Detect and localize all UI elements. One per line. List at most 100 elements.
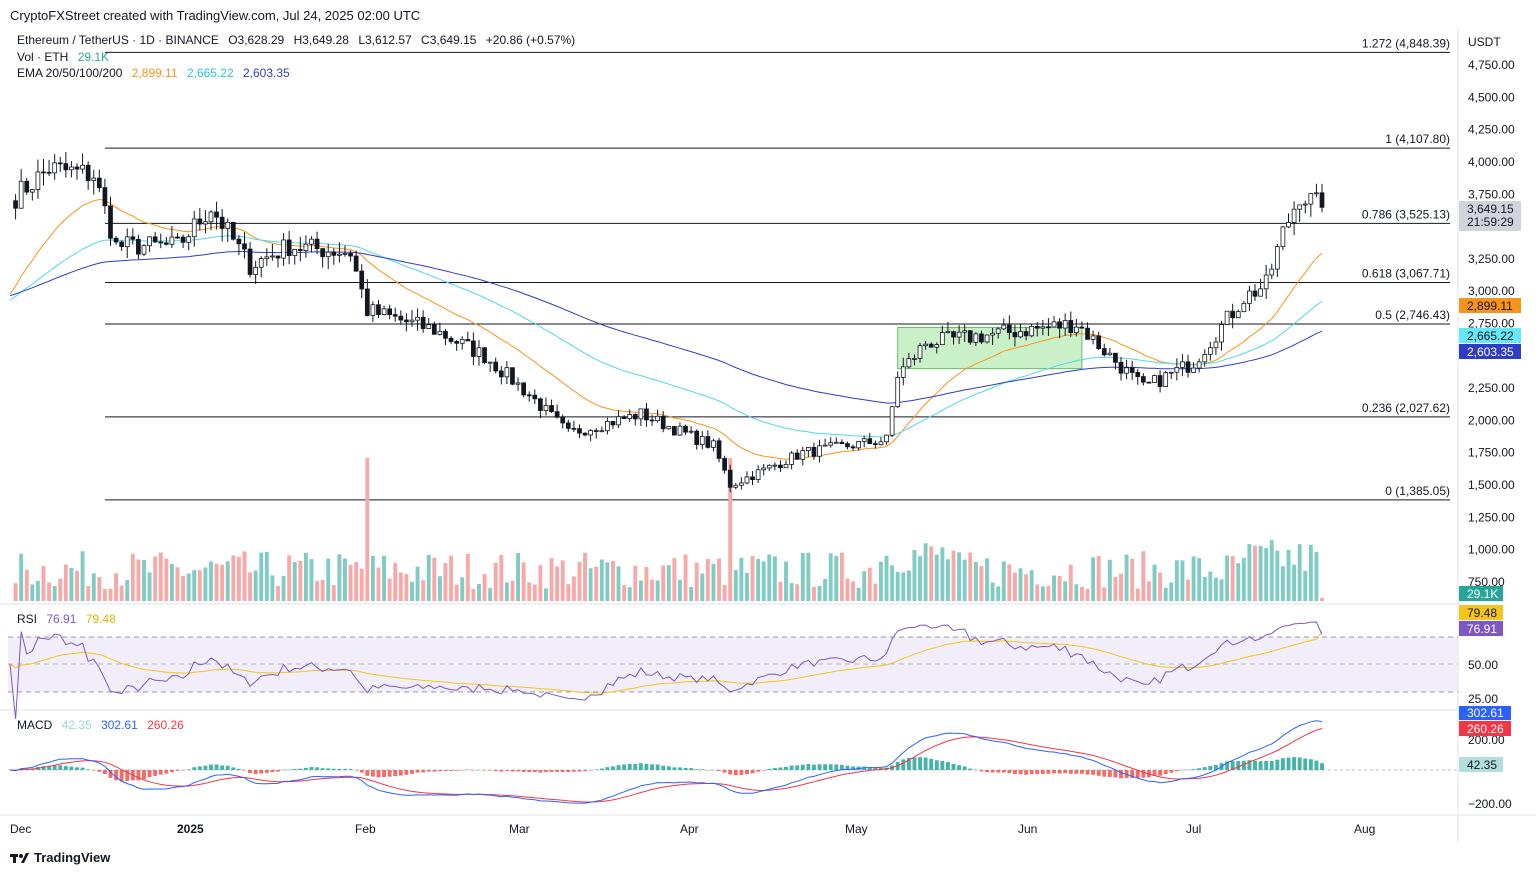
macd-hist-bar [1213,765,1218,770]
macd-hist-bar [1119,770,1123,779]
volume-bar [130,553,135,601]
candle-up [409,319,415,323]
macd-line-tag: 302.61 [1459,706,1511,720]
volume-bar [192,570,197,601]
volume-bar [169,563,174,601]
macd-hist-bar [605,767,610,770]
consolidation-box[interactable] [897,326,1083,370]
candle-up [1124,367,1129,374]
volume-bar [1230,555,1235,601]
macd-hist-bar [638,763,643,770]
volume-bar [354,561,359,601]
rsi-legend[interactable]: RSI 76.91 79.48 [17,612,122,626]
candle-up [208,211,214,223]
macd-hist-bar [119,770,124,782]
macd-hist-tag-value: 42.35 [1467,758,1497,772]
candle-down [1113,352,1118,363]
candle-up [381,308,387,315]
volume-bar [1057,575,1062,601]
macd-legend[interactable]: MACD 42.35 302.61 260.26 [17,718,190,732]
volume-bar [69,567,74,601]
candle-up [69,166,74,171]
macd-hist-bar [1258,761,1263,770]
candle-up [1235,311,1241,319]
candle-up [962,330,968,333]
volume-bar [125,580,130,601]
macd-hist-bar [164,770,169,774]
candle-up [487,361,493,364]
volume-bar [1158,572,1163,601]
macd-hist-bar [236,768,241,770]
candle-down [214,211,219,218]
candle-down [705,436,711,448]
macd-signal-tag: 260.26 [1459,721,1511,736]
candle-down [465,338,471,342]
volume-bar [52,586,57,601]
candle-up [789,452,794,465]
rsi-tick-50: 50.00 [1468,658,1498,672]
macd-hist-bar [1303,758,1308,770]
candle-down [359,270,365,290]
volume-bar [1091,557,1096,601]
macd-hist-bar [1180,769,1185,771]
macd-hist-bar [1079,770,1084,774]
volume-bar [583,552,588,601]
candle-down [24,180,30,193]
macd-hist-bar [493,770,498,772]
macd-hist-bar [845,765,850,770]
candle-up [616,416,621,426]
macd-hist-bar [1269,760,1274,770]
candle-down [348,253,353,257]
macd-hist-bar [315,767,320,770]
macd-hist-bar [41,766,46,770]
macd-hist-bar [421,770,426,773]
macd-hist-bar [1074,770,1079,774]
macd-hist-bar [209,764,213,770]
macd-hist-bar [962,766,967,770]
volume-bar [638,580,643,601]
macd-hist-bar [47,766,52,770]
volume-bar [1236,563,1241,601]
volume-bar [1152,564,1157,601]
candle-down [979,333,984,343]
macd-hist-bar [599,768,604,770]
candle-down [794,452,800,460]
candle-down [577,428,582,434]
macd-hist-bar [326,768,331,770]
ema-legend[interactable]: EMA 20/50/100/200 2,899.11 2,665.22 2,60… [17,66,296,80]
macd-hist-bar [1035,770,1040,775]
ema20-tag-value: 2,899.11 [1467,299,1513,313]
candle-down [716,440,722,459]
candle-up [739,482,744,486]
macd-hist-bar [772,767,777,770]
candle-down [1068,320,1074,334]
volume-bar [281,575,286,601]
rsi-ma-tag-bg [1459,605,1503,620]
candle-up [1191,367,1196,373]
time-axis[interactable]: Dec 2025 Feb Mar Apr May Jun Jul Aug [10,822,1375,836]
fib-label: 0 (1,385.05) [1385,484,1450,498]
candle-down [510,367,515,385]
symbol-name[interactable]: Ethereum / TetherUS · 1D · BINANCE [17,33,219,47]
candle-down [482,347,487,364]
macd-hist-bar [75,767,79,770]
candle-down [1118,361,1124,374]
volume-bar [142,559,146,601]
price-axis-ticks[interactable]: 4,750.00 4,500.00 4,250.00 4,000.00 3,750.00… [1468,58,1515,589]
volume-legend[interactable]: Vol · ETH 29.1K [17,50,115,64]
candle-down [554,411,560,418]
price-tick-label: 1,000.00 [1468,543,1515,557]
volume-bar [605,562,610,601]
candle-up [677,425,683,436]
candle-down [331,251,337,256]
time-label-may: May [845,822,868,836]
candle-down [46,171,52,174]
macd-hist-bar [63,766,68,770]
tradingview-brand: TradingView [34,850,111,865]
macd-hist-bar [644,763,649,770]
macd-hist-bar [532,770,537,773]
macd-hist-bar [1247,760,1252,770]
candle-down [1096,335,1102,349]
tradingview-logo[interactable]: TradingView [10,850,110,865]
